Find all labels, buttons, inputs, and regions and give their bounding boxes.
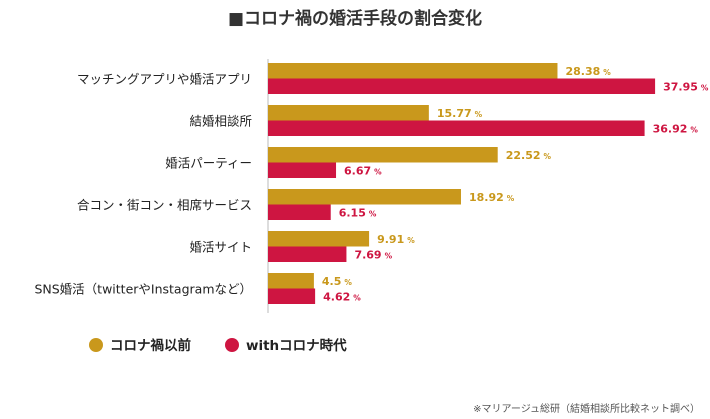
- bar: [268, 147, 498, 163]
- legend-swatch: [89, 338, 103, 352]
- bar: [268, 120, 645, 136]
- bar: [268, 288, 316, 304]
- data-label: 36.92%: [653, 123, 699, 136]
- data-label: 4.62%: [323, 291, 361, 304]
- data-label: 6.67%: [344, 165, 382, 178]
- bar: [268, 204, 331, 220]
- bar: [268, 273, 314, 289]
- bar: [268, 63, 558, 79]
- bar: [268, 78, 656, 94]
- data-label: 7.69%: [354, 249, 392, 262]
- category-label: 合コン・街コン・相席サービス: [77, 198, 252, 213]
- data-label: 22.52%: [506, 149, 552, 162]
- data-label: 28.38%: [565, 65, 611, 78]
- source-note: ※マリアージュ総研（結婚相談所比較ネット調べ）: [473, 402, 700, 415]
- bar: [268, 231, 370, 247]
- data-label: 6.15%: [339, 207, 377, 220]
- category-label: 婚活パーティー: [165, 156, 252, 171]
- bar: [268, 246, 347, 262]
- bar: [268, 105, 429, 121]
- category-label: SNS婚活（twitterやInstagramなど）: [34, 282, 252, 297]
- data-label: 4.5%: [322, 275, 353, 288]
- category-label: 婚活サイト: [189, 240, 252, 255]
- category-label: マッチングアプリや婚活アプリ: [77, 72, 252, 87]
- legend-label: withコロナ時代: [246, 337, 347, 354]
- chart-title: ■コロナ禍の婚活手段の割合変化: [228, 8, 482, 29]
- bar: [268, 189, 461, 205]
- legend-swatch: [225, 338, 239, 352]
- bar: [268, 162, 337, 178]
- data-label: 9.91%: [377, 233, 415, 246]
- data-label: 15.77%: [437, 107, 483, 120]
- legend-label: コロナ禍以前: [110, 337, 191, 354]
- category-label: 結婚相談所: [189, 114, 252, 129]
- plot-area: マッチングアプリや婚活アプリ 28.38 % 37.95 % 結婚相談所 15.77 % 36.…: [34, 59, 709, 313]
- data-label: 37.95%: [663, 81, 709, 94]
- legend: コロナ禍以前 withコロナ時代: [89, 337, 347, 354]
- data-label: 18.92%: [469, 191, 515, 204]
